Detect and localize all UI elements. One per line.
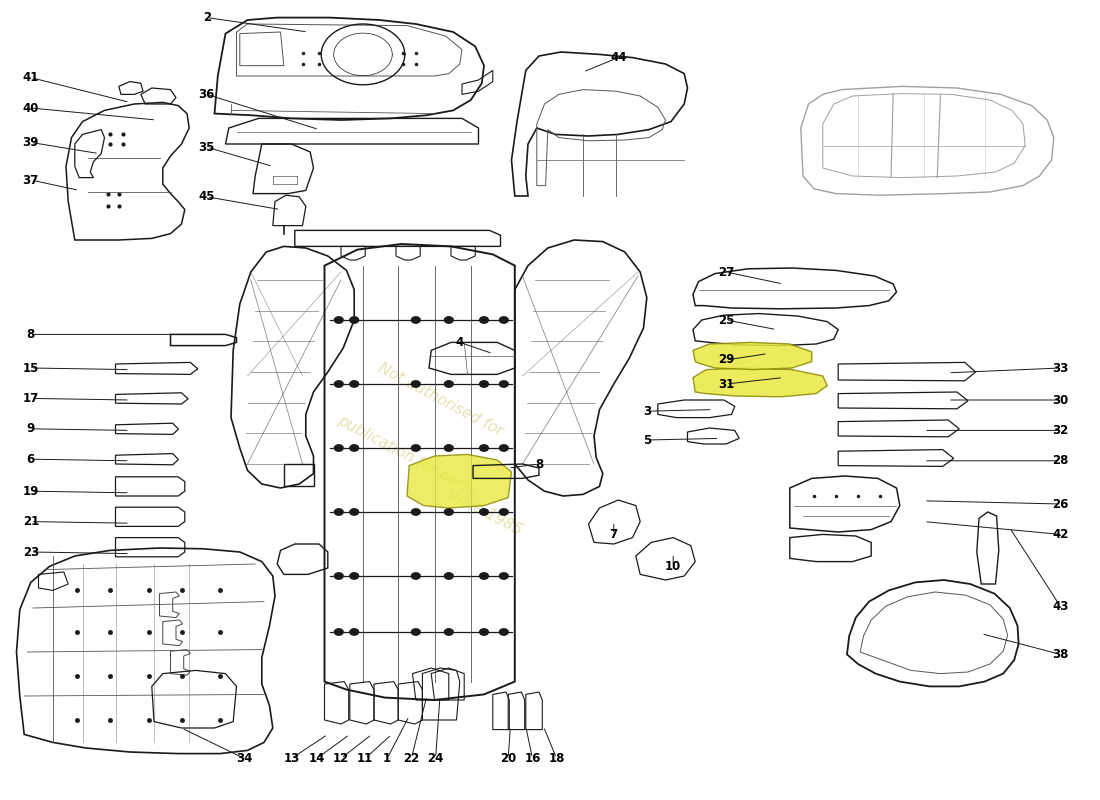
Text: 24: 24 [428, 752, 443, 765]
Circle shape [499, 445, 508, 451]
Circle shape [411, 317, 420, 323]
Text: 45: 45 [199, 190, 216, 203]
Circle shape [480, 317, 488, 323]
Polygon shape [693, 368, 827, 397]
Circle shape [499, 573, 508, 579]
Text: 32: 32 [1053, 424, 1068, 437]
Text: 28: 28 [1053, 454, 1068, 467]
Circle shape [350, 629, 359, 635]
Text: 12: 12 [333, 752, 349, 765]
Circle shape [350, 381, 359, 387]
Text: 2: 2 [202, 11, 211, 24]
Text: 37: 37 [23, 174, 38, 186]
Text: 18: 18 [549, 752, 564, 765]
Circle shape [411, 629, 420, 635]
Circle shape [499, 381, 508, 387]
Circle shape [499, 629, 508, 635]
Circle shape [334, 629, 343, 635]
Circle shape [411, 381, 420, 387]
Circle shape [411, 445, 420, 451]
Circle shape [499, 509, 508, 515]
Text: 8: 8 [26, 328, 35, 341]
Text: 31: 31 [718, 378, 734, 390]
Text: 11: 11 [358, 752, 373, 765]
Text: 6: 6 [26, 453, 35, 466]
Text: 29: 29 [718, 354, 734, 366]
Text: 7: 7 [609, 528, 618, 541]
Text: 43: 43 [1053, 600, 1068, 613]
Text: 5: 5 [642, 434, 651, 446]
Text: 40: 40 [23, 102, 38, 114]
Circle shape [444, 629, 453, 635]
Text: 9: 9 [26, 422, 35, 435]
Text: 35: 35 [199, 141, 214, 154]
Text: 8: 8 [535, 458, 543, 470]
Text: 22: 22 [404, 752, 419, 765]
Text: 27: 27 [718, 266, 734, 278]
Text: 14: 14 [309, 752, 324, 765]
Circle shape [411, 509, 420, 515]
Circle shape [480, 445, 488, 451]
Circle shape [444, 509, 453, 515]
Circle shape [411, 573, 420, 579]
Circle shape [334, 317, 343, 323]
Text: 44: 44 [609, 51, 627, 64]
Circle shape [444, 573, 453, 579]
Circle shape [334, 509, 343, 515]
Text: 17: 17 [23, 392, 38, 405]
Text: 34: 34 [236, 752, 252, 765]
Text: Not authorised for: Not authorised for [375, 361, 505, 439]
Text: 4: 4 [455, 336, 464, 349]
Circle shape [350, 317, 359, 323]
Text: 15: 15 [23, 362, 38, 374]
Text: 16: 16 [525, 752, 540, 765]
Circle shape [334, 381, 343, 387]
Text: 39: 39 [23, 136, 38, 149]
Text: 19: 19 [23, 485, 38, 498]
Circle shape [350, 445, 359, 451]
Circle shape [350, 573, 359, 579]
Text: 3: 3 [642, 405, 651, 418]
Text: publication for parts: publication for parts [336, 413, 478, 499]
Text: 13: 13 [284, 752, 299, 765]
Circle shape [480, 509, 488, 515]
Text: 23: 23 [23, 546, 38, 558]
Text: 25: 25 [718, 314, 734, 326]
Polygon shape [407, 454, 512, 508]
Text: 42: 42 [1053, 528, 1068, 541]
Text: 30: 30 [1053, 394, 1068, 406]
Text: 21: 21 [23, 515, 38, 528]
Circle shape [499, 317, 508, 323]
Circle shape [444, 445, 453, 451]
Text: 33: 33 [1053, 362, 1068, 374]
Polygon shape [693, 342, 812, 370]
Text: since 1985: since 1985 [443, 486, 525, 538]
Circle shape [334, 573, 343, 579]
Text: 20: 20 [500, 752, 516, 765]
Circle shape [444, 317, 453, 323]
Text: 26: 26 [1053, 498, 1068, 510]
Circle shape [350, 509, 359, 515]
Circle shape [480, 573, 488, 579]
Circle shape [444, 381, 453, 387]
Circle shape [480, 381, 488, 387]
Text: 10: 10 [666, 560, 681, 573]
Text: 1: 1 [383, 752, 392, 765]
Circle shape [480, 629, 488, 635]
Circle shape [334, 445, 343, 451]
Text: 36: 36 [199, 88, 214, 101]
Text: 38: 38 [1053, 648, 1068, 661]
Text: 41: 41 [23, 71, 38, 84]
